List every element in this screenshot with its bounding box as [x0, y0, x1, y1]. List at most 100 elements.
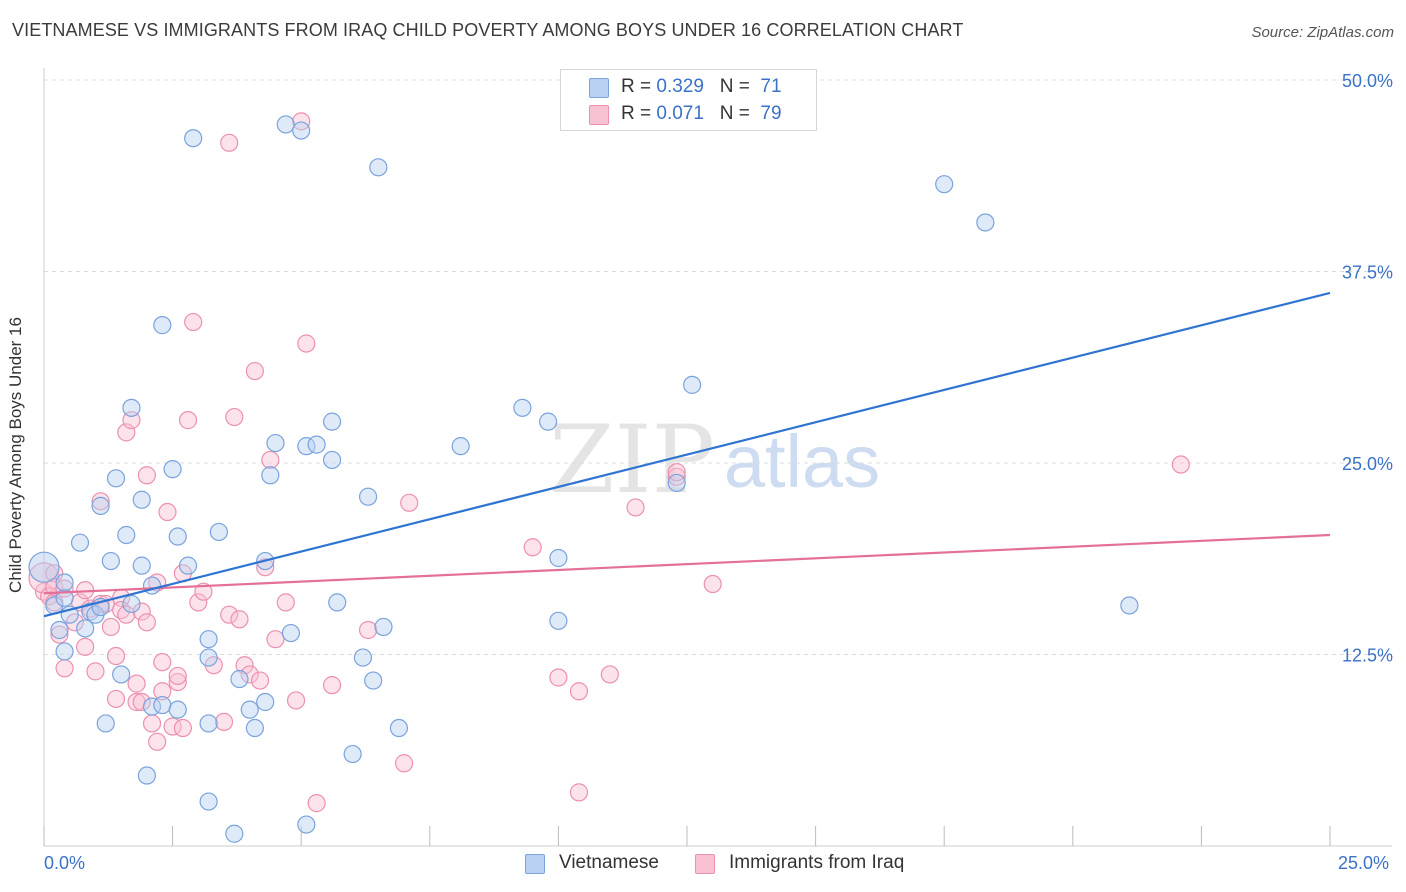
data-point-vietnamese	[199, 714, 218, 733]
data-point-iraq	[220, 133, 239, 152]
data-point-iraq	[523, 538, 542, 557]
data-point-iraq	[76, 637, 95, 656]
data-point-vietnamese	[369, 158, 388, 177]
data-point-iraq	[86, 662, 105, 681]
data-point-iraq	[50, 625, 69, 644]
data-point-vietnamese	[292, 121, 311, 140]
data-point-iraq	[230, 610, 249, 629]
data-point-vietnamese	[245, 718, 265, 738]
n-value: 71	[760, 76, 782, 97]
data-point-vietnamese	[389, 718, 409, 738]
data-point-vietnamese	[178, 556, 198, 575]
data-point-vietnamese	[281, 623, 301, 643]
data-point-iraq	[276, 593, 295, 612]
data-point-iraq	[240, 665, 259, 684]
data-point-vietnamese	[106, 469, 126, 488]
x-tick-label-min: 0.0%	[44, 853, 86, 873]
watermark: ZIP atlas	[549, 406, 880, 515]
data-point-vietnamese	[549, 548, 568, 568]
data-point-vietnamese	[163, 460, 182, 479]
data-point-iraq	[184, 312, 203, 332]
data-point-vietnamese	[549, 611, 568, 630]
chart-title: VIETNAMESE VS IMMIGRANTS FROM IRAQ CHILD…	[12, 20, 964, 40]
iraq-swatch	[695, 854, 715, 874]
y-tick-label: 50.0%	[1342, 71, 1393, 91]
series-immigrants-from-iraq	[28, 112, 1190, 813]
data-point-iraq	[286, 691, 306, 710]
data-point-vietnamese	[230, 669, 249, 689]
data-point-vietnamese	[122, 398, 141, 417]
data-point-iraq	[117, 605, 136, 624]
data-point-vietnamese	[322, 450, 342, 470]
data-point-vietnamese	[1120, 596, 1139, 615]
series-vietnamese	[28, 115, 1139, 843]
data-point-vietnamese	[199, 648, 218, 667]
axes	[43, 68, 1392, 847]
data-point-vietnamese	[132, 490, 151, 509]
data-point-iraq	[307, 794, 326, 813]
data-point-iraq	[142, 714, 162, 733]
data-point-iraq	[569, 783, 589, 802]
data-point-iraq	[400, 493, 419, 512]
r-label: R =	[621, 76, 657, 97]
trend-lines	[43, 291, 1331, 618]
data-point-vietnamese	[683, 375, 702, 394]
data-point-vietnamese	[81, 602, 100, 621]
data-point-vietnamese	[184, 129, 203, 148]
data-point-iraq	[132, 602, 151, 621]
n-label: N =	[719, 103, 756, 124]
data-point-iraq	[137, 466, 156, 485]
data-point-vietnamese	[225, 824, 244, 843]
grid	[44, 79, 1392, 655]
data-point-iraq	[189, 593, 208, 612]
vietnamese-swatch	[525, 854, 545, 874]
data-point-iraq	[569, 682, 589, 701]
data-point-vietnamese	[266, 433, 285, 453]
data-point-vietnamese	[328, 593, 347, 612]
data-point-iraq	[297, 334, 316, 353]
data-point-iraq	[245, 361, 265, 381]
data-point-vietnamese	[101, 551, 120, 571]
data-point-iraq	[600, 665, 619, 684]
data-point-vietnamese	[322, 412, 342, 431]
data-point-iraq	[225, 407, 244, 427]
data-point-vietnamese	[168, 700, 187, 719]
data-point-iraq	[220, 605, 239, 624]
data-point-iraq	[261, 450, 280, 470]
data-point-iraq	[101, 617, 120, 637]
correlation-legend: R = 0.329 N = 71 R = 0.071 N = 79	[560, 69, 817, 131]
data-point-vietnamese	[451, 437, 470, 456]
data-point-vietnamese	[28, 551, 60, 583]
y-tick-label: 12.5%	[1342, 646, 1393, 666]
data-point-vietnamese	[364, 671, 383, 690]
r-value: 0.329	[656, 76, 704, 97]
y-tick-label: 37.5%	[1342, 263, 1393, 283]
data-point-iraq	[178, 411, 198, 430]
data-point-vietnamese	[667, 473, 686, 493]
data-point-vietnamese	[353, 648, 373, 667]
data-point-iraq	[148, 732, 167, 751]
data-point-vietnamese	[199, 792, 218, 811]
n-label: N =	[719, 76, 756, 97]
data-point-iraq	[132, 692, 151, 712]
data-point-vietnamese	[122, 594, 141, 614]
data-point-vietnamese	[358, 487, 378, 506]
y-tick-labels: 12.5% 25.0% 37.5% 50.0%	[1342, 71, 1393, 666]
data-point-vietnamese	[374, 617, 393, 637]
trend-line-vietnamese	[43, 291, 1331, 618]
data-point-vietnamese	[137, 766, 156, 785]
data-point-vietnamese	[55, 573, 74, 592]
legend-label-vietnamese: Vietnamese	[559, 852, 659, 873]
data-point-vietnamese	[539, 412, 558, 431]
data-point-vietnamese	[96, 714, 115, 733]
data-point-vietnamese	[307, 435, 326, 454]
data-point-iraq	[256, 558, 275, 577]
data-point-vietnamese	[976, 213, 995, 232]
data-point-iraq	[394, 754, 414, 773]
watermark-atlas: atlas	[724, 420, 880, 503]
data-point-iraq	[106, 646, 126, 666]
data-point-iraq	[235, 656, 254, 675]
data-point-iraq	[292, 112, 311, 131]
data-point-vietnamese	[935, 175, 954, 194]
data-point-iraq	[626, 498, 645, 517]
